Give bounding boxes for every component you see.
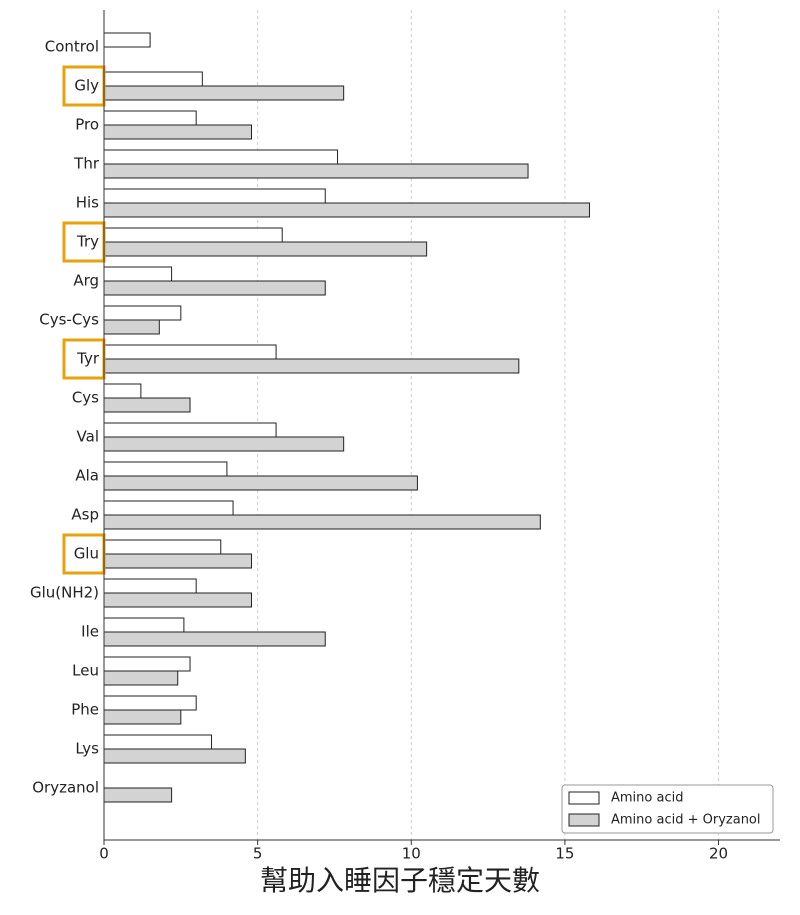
bar bbox=[103, 787, 173, 803]
legend-label: Amino acid + Oryzanol bbox=[611, 813, 761, 828]
x-tick-label: 0 bbox=[99, 845, 109, 863]
y-tick-label: Ala bbox=[75, 467, 99, 485]
bar bbox=[103, 500, 234, 516]
bar bbox=[103, 149, 339, 165]
y-tick-label: Glu bbox=[74, 545, 99, 563]
bar bbox=[103, 461, 228, 477]
y-tick-label: Asp bbox=[71, 506, 99, 524]
x-tick-label: 5 bbox=[253, 845, 263, 863]
bar bbox=[103, 344, 277, 360]
bar bbox=[103, 695, 197, 711]
bar bbox=[103, 734, 213, 750]
legend-swatch bbox=[568, 813, 600, 827]
bar bbox=[103, 748, 246, 764]
y-tick-label: Thr bbox=[73, 155, 100, 173]
bar bbox=[103, 32, 151, 48]
y-tick-label: Try bbox=[76, 233, 99, 251]
bar bbox=[103, 110, 197, 126]
y-tick-label: Phe bbox=[71, 701, 99, 719]
x-tick-label: 10 bbox=[402, 845, 421, 863]
y-tick-label: Pro bbox=[75, 116, 99, 134]
y-tick-label: Lys bbox=[75, 740, 99, 758]
y-tick-label: Oryzanol bbox=[32, 779, 99, 797]
y-tick-label: Tyr bbox=[76, 350, 100, 368]
bar bbox=[103, 227, 283, 243]
bar bbox=[103, 358, 520, 374]
y-tick-label: His bbox=[76, 194, 99, 212]
bar bbox=[103, 397, 191, 413]
y-tick-label: Cys bbox=[72, 389, 99, 407]
y-tick-label: Arg bbox=[73, 272, 99, 290]
bar bbox=[103, 592, 252, 608]
bar bbox=[103, 709, 182, 725]
legend-box bbox=[561, 784, 774, 834]
y-tick-label: Glu(NH2) bbox=[30, 584, 99, 602]
y-tick-label: Cys-Cys bbox=[39, 311, 99, 329]
bar bbox=[103, 670, 179, 686]
bar bbox=[103, 202, 590, 218]
bar bbox=[103, 475, 418, 491]
bar bbox=[103, 266, 173, 282]
bar bbox=[103, 514, 541, 530]
y-tick-label: Leu bbox=[72, 662, 99, 680]
x-tick-label: 20 bbox=[709, 845, 728, 863]
bar bbox=[103, 436, 345, 452]
bar bbox=[103, 656, 191, 672]
bar bbox=[103, 85, 345, 101]
bar bbox=[103, 617, 185, 633]
bar bbox=[103, 578, 197, 594]
bar bbox=[103, 188, 326, 204]
bar bbox=[103, 539, 222, 555]
bar bbox=[103, 553, 252, 569]
bar bbox=[103, 163, 529, 179]
bar bbox=[103, 422, 277, 438]
bar bbox=[103, 319, 160, 335]
legend-label: Amino acid bbox=[611, 791, 683, 806]
bar bbox=[103, 383, 142, 399]
y-tick-label: Val bbox=[77, 428, 99, 446]
y-tick-label: Control bbox=[45, 38, 99, 56]
bar bbox=[103, 71, 203, 87]
bar bbox=[103, 305, 182, 321]
x-axis-label: 幫助入睡因子穩定天數 bbox=[260, 864, 540, 897]
y-tick-label: Gly bbox=[74, 77, 99, 95]
bar bbox=[103, 241, 428, 257]
y-tick-label: Ile bbox=[81, 623, 99, 641]
bar bbox=[103, 280, 326, 296]
legend-swatch bbox=[568, 791, 600, 805]
bar bbox=[103, 124, 252, 140]
bar bbox=[103, 631, 326, 647]
x-tick-label: 15 bbox=[555, 845, 574, 863]
